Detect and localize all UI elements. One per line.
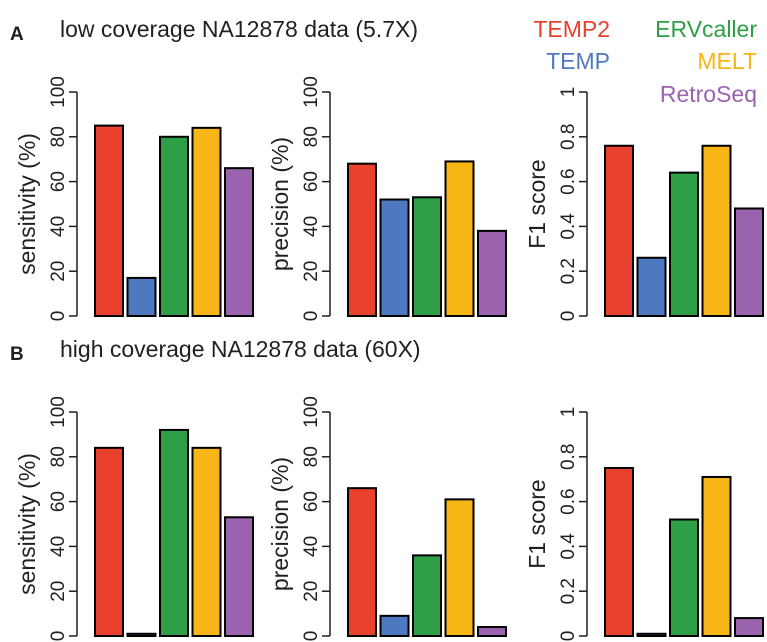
- chart-a-f1-score-tick-label: 1: [558, 87, 579, 98]
- legend-entry-ervcaller: ERVcaller: [655, 16, 757, 42]
- panel-letter-b: B: [10, 344, 24, 365]
- bar-melt-b-sensitivity: [191, 446, 222, 637]
- bar-temp2-b-f1-score: [604, 467, 634, 637]
- chart-b-f1-score-tick-label: 0: [558, 631, 579, 642]
- bar-retroseq-b-f1-score: [734, 617, 764, 638]
- chart-b-f1-score-tick-label: 0.8: [558, 444, 579, 470]
- panel-title-a: low coverage NA12878 data (5.7X): [60, 16, 418, 42]
- chart-a-sensitivity-tick-label: 0: [48, 311, 69, 322]
- chart-a-f1-score-y-label: F1 score: [524, 159, 550, 248]
- chart-a-sensitivity-tick-label: 80: [48, 126, 69, 147]
- panel-title-b: high coverage NA12878 data (60X): [60, 336, 421, 362]
- bar-temp2-b-sensitivity: [94, 446, 124, 637]
- bar-temp-b-sensitivity: [126, 632, 157, 638]
- bar-melt-a-f1-score: [701, 144, 732, 317]
- chart-b-precision-tick-label: 20: [301, 581, 322, 602]
- chart-b-f1-score-tick-label: 0.2: [558, 578, 579, 604]
- chart-b-precision-y-label: precision (%): [267, 457, 293, 591]
- bar-retroseq-a-f1-score: [734, 207, 764, 317]
- bar-ervcaller-b-precision: [412, 554, 442, 637]
- chart-a-precision-tick-label: 20: [301, 261, 322, 282]
- chart-a-sensitivity-tick-label: 40: [48, 216, 69, 237]
- chart-b-sensitivity-tick-label: 0: [48, 631, 69, 642]
- chart-a-precision-tick-label: 100: [301, 76, 322, 108]
- chart-a-precision-tick-label: 40: [301, 216, 322, 237]
- legend-entry-temp: TEMP: [546, 48, 610, 74]
- chart-b-precision-tick-label: 40: [301, 536, 322, 557]
- chart-a-precision-y-label: precision (%): [267, 137, 293, 271]
- chart-b-sensitivity-tick-label: 40: [48, 536, 69, 557]
- legend-entry-temp2: TEMP2: [533, 16, 610, 42]
- chart-b-sensitivity-tick-label: 20: [48, 581, 69, 602]
- chart-b-f1-score: 0 0.2 0.4 0.6 0.8 1 F1 score: [524, 407, 764, 642]
- chart-b-sensitivity: 0 20 40 60 80 100 sensitivity (%): [14, 396, 254, 642]
- bar-retroseq-a-precision: [477, 229, 507, 318]
- chart-a-f1-score-tick-label: 0.6: [558, 168, 579, 194]
- chart-a-sensitivity-y-label: sensitivity (%): [14, 133, 40, 275]
- bar-ervcaller-a-sensitivity: [159, 135, 189, 317]
- chart-b-precision-tick-label: 0: [301, 631, 322, 642]
- chart-a-sensitivity: 0 20 40 60 80 100 sensitivity (%): [14, 76, 254, 322]
- bar-ervcaller-a-precision: [412, 196, 442, 317]
- chart-b-f1-score-tick-label: 0.4: [558, 533, 579, 560]
- bar-retroseq-b-sensitivity: [224, 516, 254, 638]
- chart-b-f1-score-tick-label: 1: [558, 407, 579, 418]
- panel-letter-a: A: [10, 24, 24, 45]
- chart-b-sensitivity-tick-label: 60: [48, 491, 69, 512]
- chart-b-sensitivity-y-label: sensitivity (%): [14, 453, 40, 595]
- bar-temp-b-f1-score: [636, 632, 667, 638]
- bar-temp-a-f1-score: [636, 256, 667, 318]
- chart-a-precision-tick-label: 0: [301, 311, 322, 322]
- bar-melt-a-precision: [444, 160, 475, 317]
- chart-b-f1-score-tick-label: 0.6: [558, 488, 579, 514]
- chart-a-precision-tick-label: 80: [301, 126, 322, 147]
- bar-temp2-b-precision: [347, 487, 377, 637]
- legend-entry-melt: MELT: [697, 48, 757, 74]
- chart-a-f1-score-tick-label: 0: [558, 311, 579, 322]
- legend-entry-retroseq: RetroSeq: [660, 81, 757, 107]
- bar-retroseq-b-precision: [477, 626, 507, 637]
- chart-b-sensitivity-tick-label: 100: [48, 396, 69, 428]
- chart-b-precision-tick-label: 60: [301, 491, 322, 512]
- bar-melt-b-f1-score: [701, 475, 732, 637]
- chart-a-f1-score-tick-label: 0.2: [558, 258, 579, 284]
- chart-b-precision-tick-label: 80: [301, 446, 322, 467]
- bar-temp2-a-f1-score: [604, 144, 634, 317]
- chart-b-precision: 0 20 40 60 80 100 precision (%): [267, 396, 507, 642]
- bar-retroseq-a-sensitivity: [224, 167, 254, 317]
- chart-b-precision-tick-label: 100: [301, 396, 322, 428]
- bar-temp2-a-sensitivity: [94, 124, 124, 317]
- chart-a-sensitivity-tick-label: 60: [48, 171, 69, 192]
- chart-a-f1-score: 0 0.2 0.4 0.6 0.8 1 F1 score: [524, 87, 764, 322]
- chart-a-f1-score-tick-label: 0.8: [558, 124, 579, 150]
- bar-ervcaller-a-f1-score: [669, 171, 699, 317]
- legend: TEMP2 ERVcaller TEMP MELT RetroSeq: [533, 16, 757, 107]
- chart-b-sensitivity-tick-label: 80: [48, 446, 69, 467]
- chart-a-sensitivity-tick-label: 100: [48, 76, 69, 108]
- bar-melt-a-sensitivity: [191, 126, 222, 317]
- chart-b-f1-score-y-label: F1 score: [524, 479, 550, 568]
- bar-temp-a-sensitivity: [126, 276, 157, 318]
- chart-a-precision-tick-label: 60: [301, 171, 322, 192]
- bar-ervcaller-b-f1-score: [669, 518, 699, 638]
- bar-melt-b-precision: [444, 498, 475, 637]
- chart-a-f1-score-tick-label: 0.4: [558, 213, 579, 240]
- bar-temp2-a-precision: [347, 162, 377, 317]
- bar-ervcaller-b-sensitivity: [159, 428, 189, 638]
- bar-temp-b-precision: [379, 614, 410, 638]
- chart-a-sensitivity-tick-label: 20: [48, 261, 69, 282]
- chart-a-precision: 0 20 40 60 80 100 precision (%): [267, 76, 507, 322]
- bar-temp-a-precision: [379, 198, 410, 318]
